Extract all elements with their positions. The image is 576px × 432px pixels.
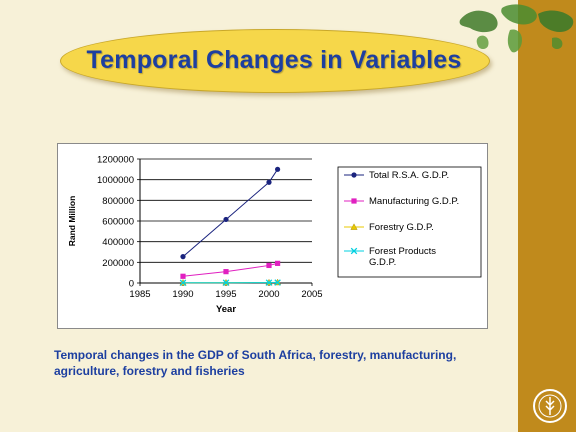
y-tick-label: 600000 [102,217,134,228]
data-point [223,216,229,223]
data-point [222,279,230,286]
legend-label: Manufacturing G.D.P. [369,196,459,207]
data-point [351,198,357,204]
title-ellipse [60,29,490,93]
data-point [275,166,281,172]
data-point [350,223,358,230]
fao-logo-icon [533,389,567,423]
data-point [274,279,281,286]
y-tick-label: 1200000 [97,155,134,166]
y-tick-label: 200000 [102,258,134,269]
slide-title: Temporal Changes in Variables [86,45,462,74]
x-tick-label: 2000 [258,289,279,300]
y-axis-label: Rand Million [67,196,77,247]
legend-label: Forest Products [369,246,436,257]
legend-label: Forestry G.D.P. [369,222,434,233]
legend-label: G.D.P. [369,257,396,268]
caption-line-2: agriculture, forestry and fisheries [54,364,245,378]
y-tick-label: 1000000 [97,175,134,186]
world-map-graphic [459,4,574,53]
legend-box [337,166,482,278]
x-axis-label: Year [216,304,236,315]
series-line [182,262,278,277]
chart-frame: 0 200000 400000 600000 800000 1000000 1200000 1… [57,143,488,329]
legend-label: Total R.S.A. G.D.P. [369,170,449,181]
x-tick-label: 1990 [172,289,193,300]
y-tick-label: 800000 [102,196,134,207]
data-point [351,172,357,178]
data-point [223,269,229,275]
series-line [182,169,279,258]
data-point [180,254,186,260]
caption-line-1: Temporal changes in the GDP of South Afr… [54,348,457,362]
data-point [266,179,272,185]
data-point [179,279,187,287]
side-bar [518,0,576,432]
data-point [180,273,186,279]
chart-caption: Temporal changes in the GDP of South Afr… [54,347,504,379]
x-tick-label: 1995 [215,289,236,300]
data-point [266,262,272,269]
y-tick-label: 0 [129,279,134,290]
line-chart: 0 200000 400000 600000 800000 1000000 1200000 1… [67,155,482,315]
x-tick-label: 1985 [129,289,150,300]
data-point [350,247,358,255]
data-point [275,260,281,266]
y-tick-label: 400000 [102,237,134,248]
x-tick-label: 2005 [301,289,322,300]
data-point [265,279,273,286]
